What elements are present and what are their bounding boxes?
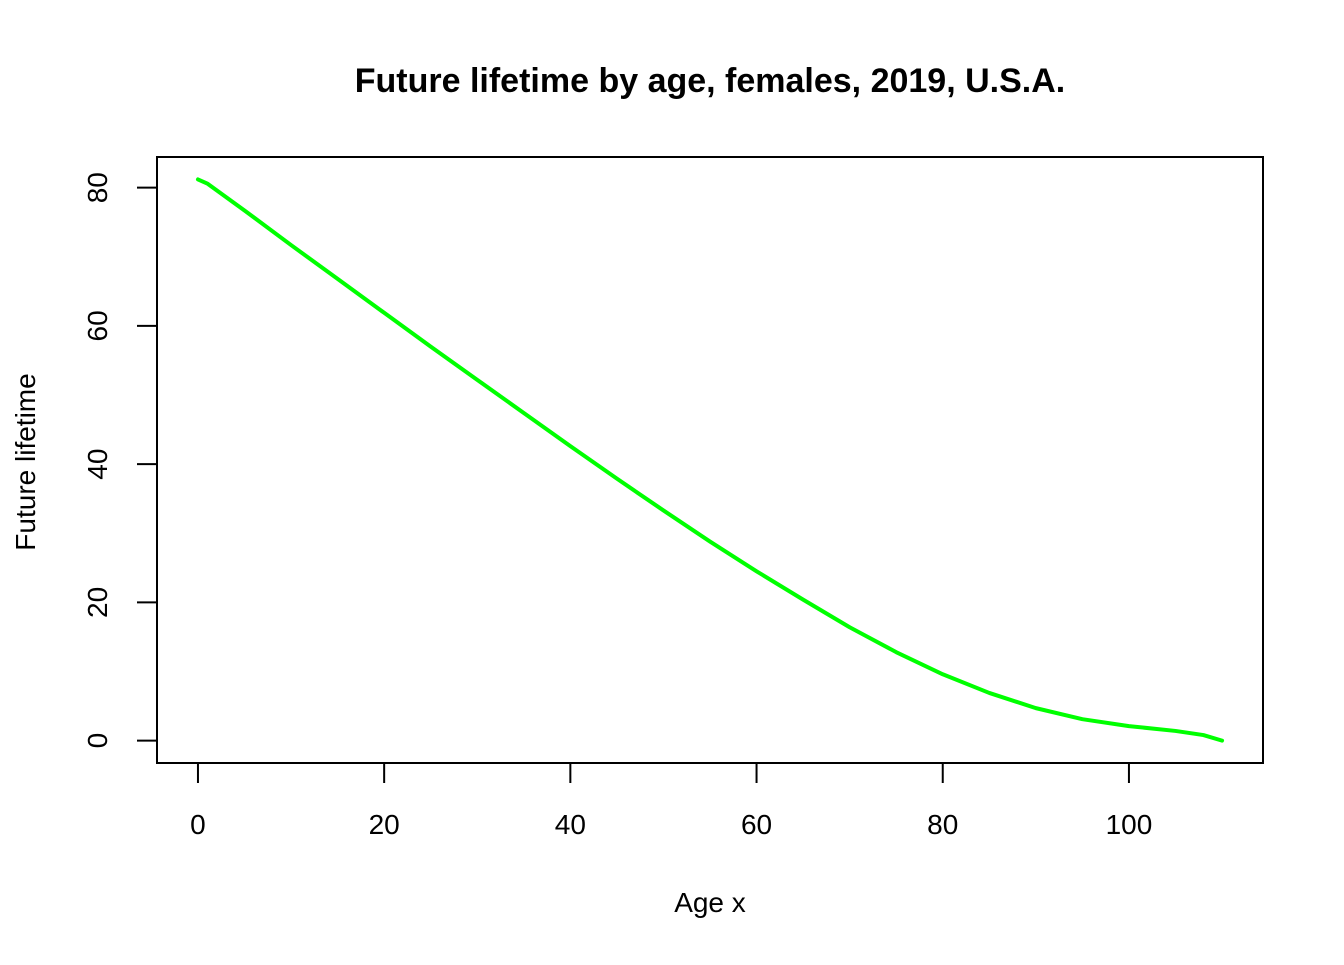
x-axis-title: Age x <box>674 887 746 918</box>
y-tick-label: 80 <box>82 172 113 203</box>
x-tick-label: 40 <box>555 809 586 840</box>
x-axis: 0 20 40 60 80 100 <box>190 762 1153 840</box>
x-tick-label: 20 <box>369 809 400 840</box>
y-tick-label: 60 <box>82 310 113 341</box>
x-tick-label: 60 <box>741 809 772 840</box>
y-tick-label: 40 <box>82 449 113 480</box>
y-tick-label: 20 <box>82 587 113 618</box>
y-tick-label: 0 <box>82 733 113 749</box>
series-layer <box>195 177 1225 743</box>
series-line-0 <box>195 177 1225 743</box>
x-tick-label: 80 <box>927 809 958 840</box>
chart-title: Future lifetime by age, females, 2019, U… <box>355 62 1065 100</box>
x-tick-label: 0 <box>190 809 206 840</box>
plot-frame <box>156 156 1264 764</box>
y-axis: 0 20 40 60 80 <box>82 172 158 749</box>
x-tick-label: 100 <box>1106 809 1153 840</box>
y-axis-title: Future lifetime <box>10 373 41 550</box>
